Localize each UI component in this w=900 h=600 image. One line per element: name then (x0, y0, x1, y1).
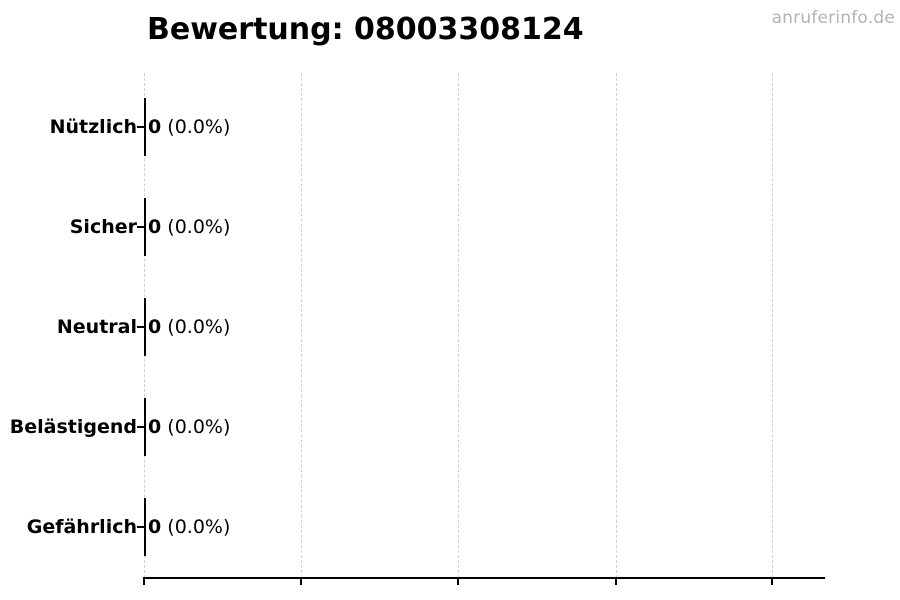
category-label-sicher: Sicher (69, 216, 137, 238)
bar-value-neutral: 0 (0.0%) (148, 315, 230, 339)
bar-value-percent: (0.0%) (167, 416, 231, 438)
bar-value-percent: (0.0%) (167, 216, 231, 238)
bar-value-gefaehrlich: 0 (0.0%) (148, 515, 230, 539)
bar-nuetzlich (144, 98, 146, 156)
bar-value-percent: (0.0%) (167, 316, 231, 338)
gridline-2 (458, 73, 459, 578)
category-label-nuetzlich: Nützlich (49, 116, 137, 138)
watermark-text: anruferinfo.de (771, 8, 895, 28)
bar-value-count: 0 (148, 116, 162, 138)
bar-value-count: 0 (148, 316, 162, 338)
bar-value-count: 0 (148, 516, 162, 538)
bar-neutral (144, 298, 146, 356)
category-label-belaestigend: Belästigend (9, 416, 137, 438)
x-tick-4 (771, 579, 773, 585)
bar-belaestigend (144, 398, 146, 456)
x-axis-line (143, 577, 825, 579)
bar-value-percent: (0.0%) (167, 116, 231, 138)
bar-value-belaestigend: 0 (0.0%) (148, 415, 230, 439)
bar-value-count: 0 (148, 216, 162, 238)
y-tick-1 (137, 226, 145, 228)
x-tick-1 (300, 579, 302, 585)
x-tick-3 (615, 579, 617, 585)
x-tick-0 (143, 579, 145, 585)
bar-gefaehrlich (144, 498, 146, 556)
gridline-4 (772, 73, 773, 578)
bar-value-nuetzlich: 0 (0.0%) (148, 115, 230, 139)
category-label-neutral: Neutral (56, 316, 137, 338)
y-tick-2 (137, 326, 145, 328)
gridline-3 (616, 73, 617, 578)
x-tick-2 (457, 579, 459, 585)
y-tick-4 (137, 526, 145, 528)
bar-value-percent: (0.0%) (167, 516, 231, 538)
bar-value-sicher: 0 (0.0%) (148, 215, 230, 239)
bar-sicher (144, 198, 146, 256)
y-tick-3 (137, 426, 145, 428)
y-tick-0 (137, 126, 145, 128)
gridline-1 (301, 73, 302, 578)
bar-value-count: 0 (148, 416, 162, 438)
category-label-gefaehrlich: Gefährlich (26, 516, 137, 538)
chart-title: Bewertung: 08003308124 (147, 12, 584, 47)
